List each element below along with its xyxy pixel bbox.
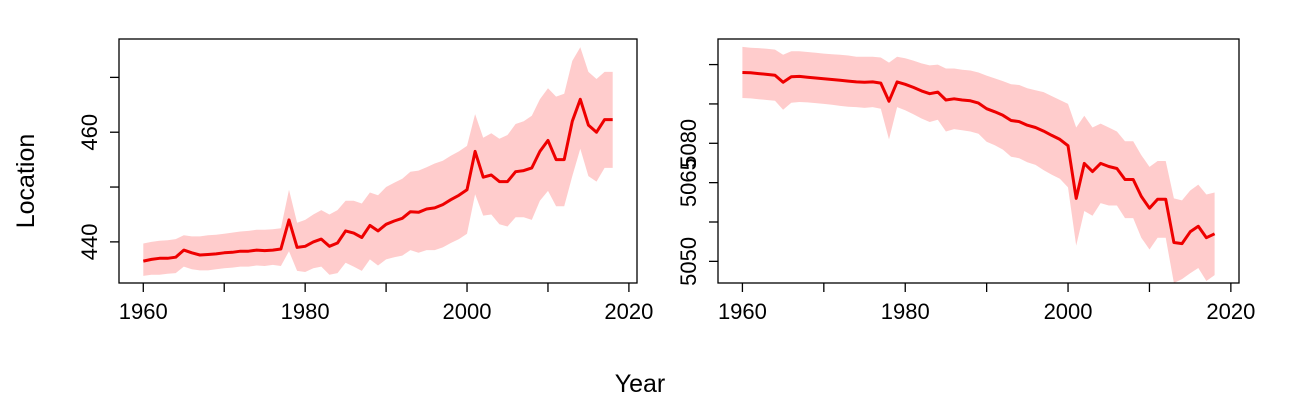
confidence-band xyxy=(143,47,613,276)
x-tick-label: 2000 xyxy=(1044,299,1093,324)
y-tick-label: 460 xyxy=(77,114,102,151)
x-tick-label: 2020 xyxy=(604,299,653,324)
y-tick-label: 440 xyxy=(77,224,102,261)
plot-frame xyxy=(118,38,638,284)
plot-frame xyxy=(717,38,1240,284)
x-tick-label: 2000 xyxy=(443,299,492,324)
series-line xyxy=(742,71,1216,246)
series-line xyxy=(142,97,613,263)
left-panel: 1960 1980 2000 2020 440 460 Location xyxy=(12,38,653,324)
shared-x-axis-label: Year xyxy=(615,370,666,398)
x-tick-label: 1960 xyxy=(718,299,767,324)
y-tick-label: 5080 xyxy=(676,119,701,168)
x-tick-label: 1960 xyxy=(119,299,168,324)
x-tick-label: 1980 xyxy=(881,299,930,324)
y-tick-label: 5050 xyxy=(676,237,701,286)
x-tick-label: 1980 xyxy=(281,299,330,324)
y-tick-label: 5065 xyxy=(676,158,701,207)
confidence-band xyxy=(742,46,1215,284)
x-tick-label: 2020 xyxy=(1206,299,1255,324)
y-axis-label: Location xyxy=(12,134,40,229)
